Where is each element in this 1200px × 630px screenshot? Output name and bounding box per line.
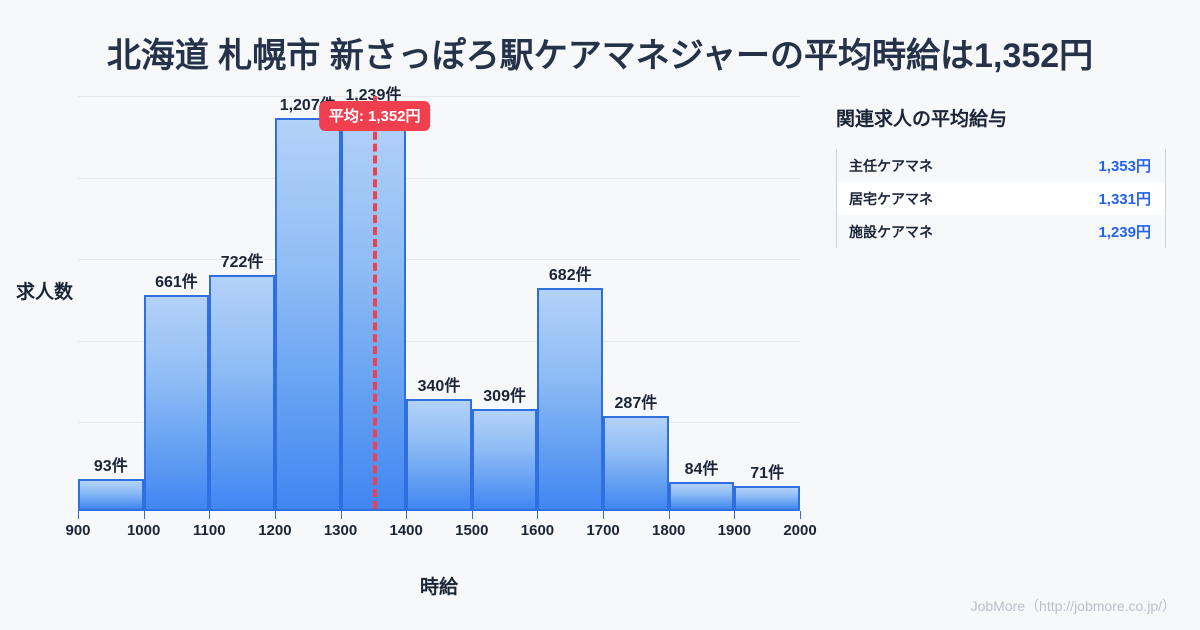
x-axis-tick-label: 1000 — [126, 522, 161, 539]
x-axis-tick — [471, 511, 473, 519]
x-axis-label: 時給 — [419, 577, 458, 598]
x-axis-tick — [274, 511, 276, 519]
gridline — [78, 177, 800, 179]
histogram-bar — [274, 118, 341, 509]
x-axis-line — [78, 509, 800, 511]
bar-value-label: 722件 — [220, 254, 264, 272]
x-axis-tick-label: 1600 — [520, 522, 555, 539]
x-axis-tick-label: 1200 — [258, 522, 292, 539]
x-axis-tick — [340, 511, 342, 519]
bar-value-label: 661件 — [155, 273, 198, 291]
gridline — [78, 96, 800, 97]
x-axis-tick — [209, 511, 211, 519]
table-row-value: 1,331円 — [1098, 191, 1151, 208]
x-axis-tick-label: 1800 — [652, 522, 686, 539]
average-badge: 平均: 1,352円 — [318, 101, 431, 131]
related-salary-table: 主任ケアマネ 1,353円居宅ケアマネ 1,331円施設ケアマネ 1,239円 — [836, 149, 1166, 248]
histogram-bar — [143, 294, 210, 509]
table-row-label: 施設ケアマネ — [849, 223, 933, 240]
x-axis-tick — [78, 511, 79, 519]
x-axis-tick — [143, 511, 145, 519]
panel-heading: 関連求人の平均給与 — [836, 109, 1008, 130]
table-row-label: 居宅ケアマネ — [849, 190, 933, 207]
related-salary-panel: 関連求人の平均給与 主任ケアマネ 1,353円居宅ケアマネ 1,331円施設ケアマネ… — [836, 104, 1166, 248]
histogram-bar — [471, 408, 538, 509]
table-row-label: 主任ケアマネ — [849, 157, 933, 174]
x-axis-tick-label: 1400 — [389, 522, 423, 539]
bar-value-label: 309件 — [483, 387, 526, 405]
histogram-bar — [603, 416, 669, 509]
histogram-bar — [734, 486, 800, 509]
gridline — [78, 340, 800, 342]
x-axis-tick-label: 1900 — [717, 522, 752, 539]
x-axis-tick — [668, 511, 670, 519]
histogram-bar — [406, 398, 472, 509]
x-axis-tick — [537, 511, 539, 519]
histogram-bar — [537, 288, 604, 509]
table-row-value: 1,353円 — [1098, 158, 1151, 175]
histogram-bar — [78, 478, 144, 509]
x-axis-tick-label: 1300 — [323, 522, 358, 539]
table-row-value: 1,239円 — [1098, 224, 1151, 241]
x-axis-tick — [734, 511, 736, 519]
bar-value-label: 1,239件 — [345, 86, 402, 104]
bar-value-label: 84件 — [684, 460, 719, 478]
table-row: 施設ケアマネ 1,239円 — [837, 215, 1165, 248]
table-row: 居宅ケアマネ 1,331円 — [837, 182, 1165, 215]
gridline — [78, 259, 800, 260]
bar-value-label: 340件 — [417, 377, 461, 395]
page-title: 北海道 札幌市 新さっぽろ駅ケアマネジャーの平均時給は1,352円 — [106, 37, 1094, 75]
bar-value-label: 287件 — [614, 395, 658, 413]
x-axis-tick-label: 2000 — [783, 522, 817, 539]
footer-attribution: JobMore（http://jobmore.co.jp/） — [970, 598, 1176, 614]
chart-plot-area: 93件 661件 722件 1,207件 1,239件 340件 309件 682件 287件 8… — [78, 87, 800, 509]
bar-value-label: 682件 — [548, 267, 592, 285]
average-line — [372, 96, 377, 509]
x-axis-tick-label: 1100 — [192, 522, 226, 539]
bar-value-label: 71件 — [750, 465, 785, 483]
bar-value-label: 93件 — [93, 457, 128, 475]
x-axis-tick — [603, 511, 605, 519]
x-axis-tick — [406, 511, 408, 519]
x-axis-tick-label: 1700 — [586, 522, 620, 539]
x-axis-tick-label: 900 — [65, 522, 91, 539]
y-axis-label: 求人数 — [16, 282, 74, 303]
histogram-bar — [209, 275, 275, 509]
x-axis-tick — [800, 511, 801, 519]
x-axis-tick-label: 1500 — [455, 522, 489, 539]
histogram-bar — [668, 481, 735, 509]
table-row: 主任ケアマネ 1,353円 — [837, 149, 1165, 182]
